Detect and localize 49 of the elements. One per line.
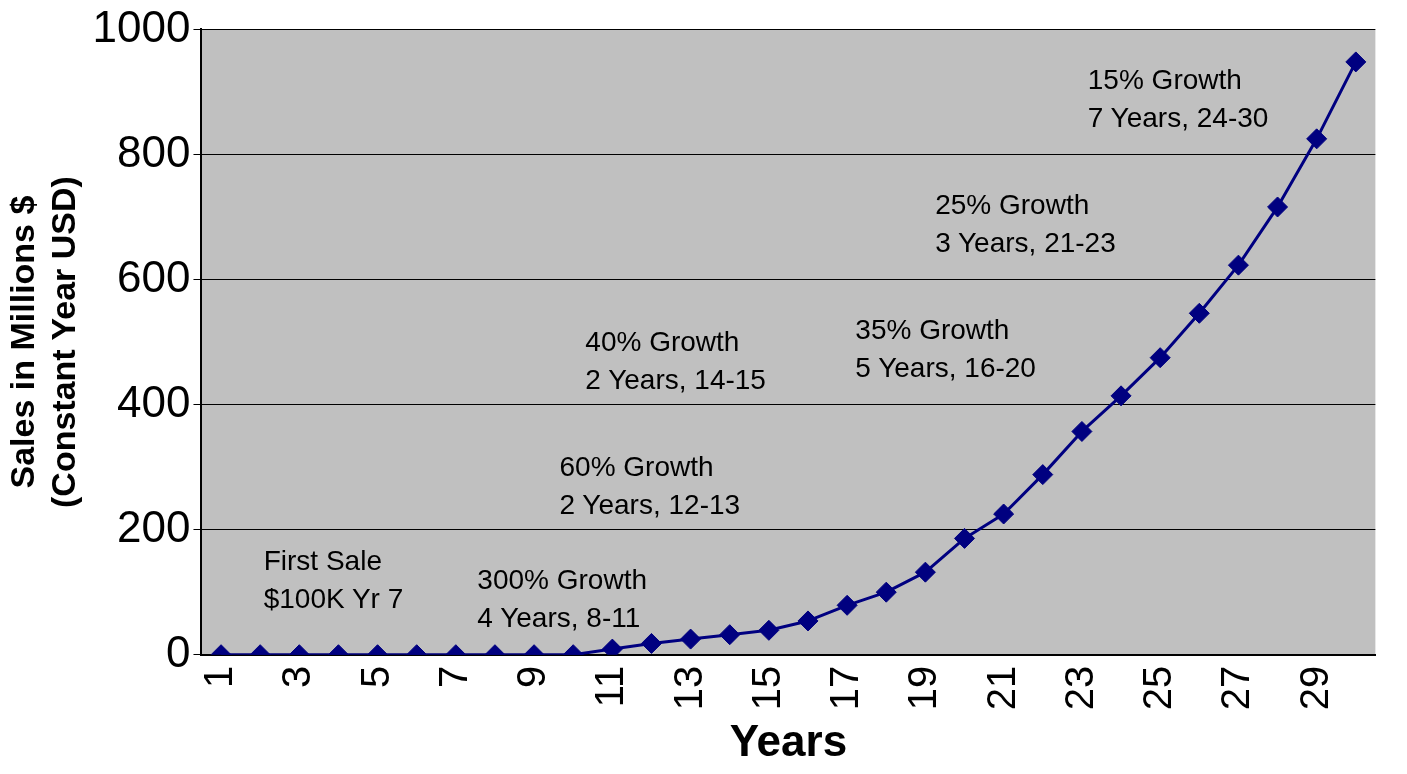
- point: [954, 527, 976, 549]
- x-tick-label: 17: [822, 665, 867, 711]
- y-tick-label: 400: [117, 376, 191, 426]
- x-tick-label: 25: [1135, 665, 1180, 711]
- x-tick-label: 13: [665, 665, 710, 711]
- point: [719, 624, 741, 646]
- point: [1032, 464, 1054, 486]
- point: [1267, 196, 1289, 218]
- point: [1110, 385, 1132, 407]
- x-tick-label: 19: [900, 665, 945, 711]
- x-tick-label: 5: [352, 665, 397, 688]
- point: [680, 628, 702, 650]
- x-tick-label: 21: [978, 665, 1023, 711]
- y-tick-label: 0: [166, 626, 191, 676]
- point: [797, 610, 819, 632]
- x-tick-label: 11: [587, 665, 632, 708]
- point: [1227, 254, 1249, 276]
- x-tick-label: 1: [196, 665, 241, 688]
- x-tick-label: 27: [1213, 665, 1258, 711]
- annotation: 35% Growth 5 Years, 16-20: [855, 313, 1036, 383]
- annotation: 60% Growth 2 Years, 12-13: [559, 451, 741, 521]
- x-tick-label: 23: [1056, 665, 1101, 711]
- point: [640, 632, 662, 654]
- annotation: 25% Growth 3 Years, 21-23: [935, 188, 1116, 258]
- point: [1345, 51, 1367, 73]
- x-tick-label: 7: [430, 665, 475, 688]
- point: [836, 594, 858, 616]
- x-tick-label: 15: [743, 665, 788, 711]
- y-tick-label: 200: [117, 501, 191, 551]
- y-tick-label: 1000: [92, 1, 191, 51]
- x-tick-label: 3: [274, 665, 319, 688]
- point: [758, 619, 780, 641]
- annotation: 15% Growth 7 Years, 24-30: [1087, 63, 1269, 133]
- y-tick-label: 600: [117, 251, 191, 301]
- point: [1188, 302, 1210, 324]
- point: [875, 581, 897, 603]
- annotation: First Sale $100K Yr 7: [263, 545, 404, 615]
- x-axis-title: Years: [729, 715, 848, 765]
- x-tick-label: 29: [1291, 665, 1336, 711]
- point: [914, 561, 936, 583]
- y-axis-title: Sales in Millions $ (Constant Year USD): [2, 176, 82, 508]
- point: [993, 503, 1015, 525]
- point: [1071, 420, 1093, 442]
- point: [1306, 128, 1328, 150]
- y-tick-label: 800: [117, 126, 191, 176]
- annotation: 300% Growth 4 Years, 8-11: [477, 563, 647, 633]
- x-tick-label: 9: [509, 665, 554, 688]
- annotation: 40% Growth 2 Years, 14-15: [585, 326, 766, 396]
- point: [1149, 347, 1171, 369]
